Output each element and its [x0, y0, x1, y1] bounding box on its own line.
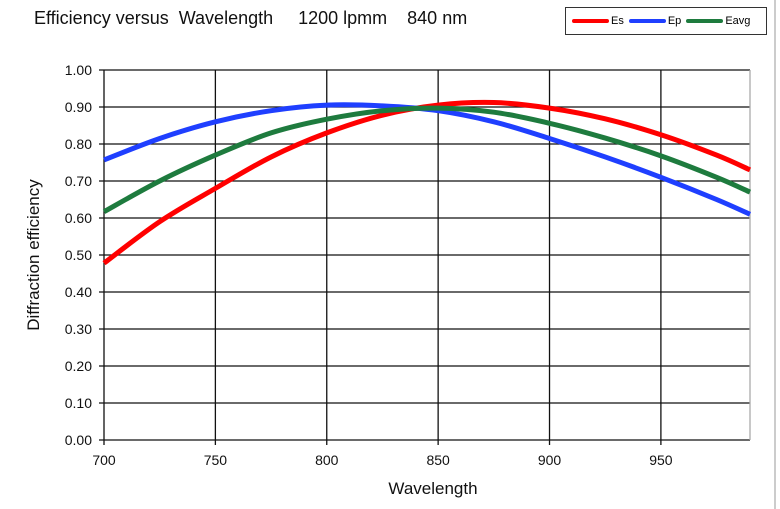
legend-item-es: Es: [572, 15, 624, 27]
y-axis-label: Diffraction efficiency: [24, 179, 43, 331]
y-tick-label: 0.10: [65, 395, 92, 411]
series-line-ep: [103, 102, 752, 217]
x-axis-label: Wavelength: [388, 479, 477, 498]
x-tick-label: 900: [538, 452, 562, 468]
legend-item-ep: Ep: [628, 15, 682, 27]
y-tick-label: 0.30: [65, 321, 92, 337]
legend-label-eavg: Eavg: [725, 15, 751, 27]
y-tick-label: 0.50: [65, 247, 92, 263]
series-line-es: [102, 99, 752, 266]
legend-label-es: Es: [611, 15, 624, 27]
legend: Es Ep Eavg: [565, 7, 767, 35]
x-tick-label: 700: [92, 452, 116, 468]
series-line-eavg: [102, 105, 752, 214]
x-tick-label: 950: [649, 452, 673, 468]
legend-swatch-ep: [628, 19, 666, 23]
legend-item-eavg: Eavg: [686, 15, 750, 27]
y-tick-label: 1.00: [65, 62, 92, 78]
y-tick-label: 0.20: [65, 358, 92, 374]
legend-label-ep: Ep: [667, 15, 682, 27]
x-tick-label: 850: [426, 452, 450, 468]
y-tick-label: 0.90: [65, 99, 92, 115]
frame-edge: [774, 0, 776, 509]
y-tick-label: 0.70: [65, 173, 92, 189]
x-tick-label: 800: [315, 452, 339, 468]
legend-swatch-es: [572, 19, 609, 23]
x-tick-label: 750: [204, 452, 228, 468]
y-tick-label: 0.00: [65, 432, 92, 448]
y-tick-label: 0.60: [65, 210, 92, 226]
legend-swatch-eavg: [686, 19, 724, 23]
y-tick-label: 0.80: [65, 136, 92, 152]
chart-title: Efficiency versus Wavelength 1200 lpmm 8…: [34, 8, 468, 28]
y-tick-label: 0.40: [65, 284, 92, 300]
